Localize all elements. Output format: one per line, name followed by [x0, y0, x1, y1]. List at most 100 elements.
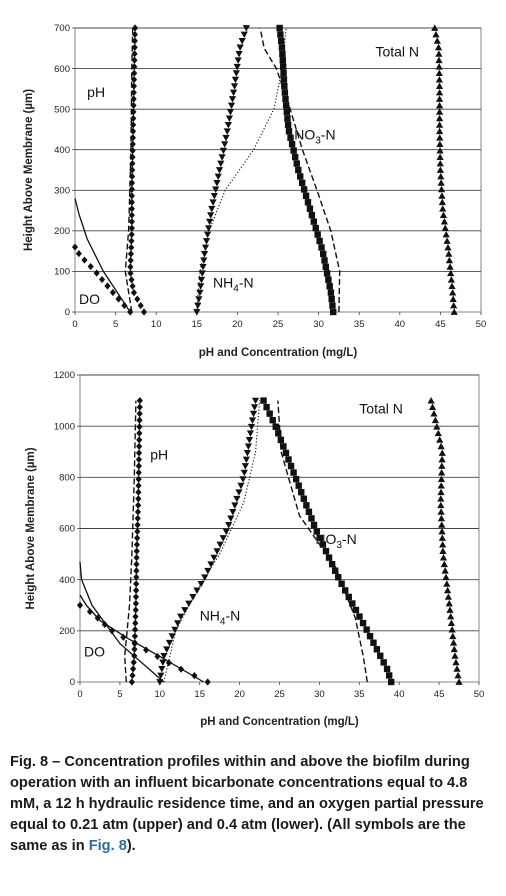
- series-ph-marker: [128, 230, 135, 239]
- series-do-marker: [71, 243, 79, 251]
- series-total-n-marker: [430, 410, 438, 417]
- x-axis-label: pH and Concentration (mg/L): [200, 716, 359, 728]
- y-axis-label: Height Above Membrane (µm): [23, 89, 35, 251]
- series-do-marker: [204, 678, 211, 686]
- series-nh4-n-marker: [242, 25, 250, 32]
- series-do-marker: [109, 288, 116, 297]
- series-nh4-n-marker: [210, 192, 218, 200]
- series-no3-n-marker: [272, 423, 279, 430]
- series-total-n-marker: [455, 678, 463, 685]
- series-ph-marker: [136, 403, 143, 411]
- series-ph-marker: [136, 423, 143, 431]
- series-ph-marker: [133, 540, 141, 549]
- series-total-n-marker: [437, 172, 445, 180]
- series-total-n-marker: [428, 403, 437, 411]
- series-nh4-n-marker: [245, 436, 254, 444]
- series-nh4-n-marker: [185, 600, 193, 608]
- series-nh4-n-marker: [234, 57, 242, 64]
- series-ph-marker: [134, 514, 141, 522]
- series-nh4-n-marker: [168, 633, 176, 640]
- series-do-marker: [76, 601, 84, 609]
- series-no3-n-marker: [377, 652, 384, 660]
- x-tick-label: 5: [117, 689, 122, 700]
- series-nh4-n-marker: [248, 417, 257, 424]
- annotation-no3-n: NO3-N: [294, 127, 335, 147]
- series-nh4-n-marker: [246, 430, 255, 437]
- series-ph-marker: [133, 586, 140, 594]
- series-total-n-marker: [435, 88, 444, 96]
- series-ph-marker: [133, 573, 140, 581]
- series-ph-marker: [136, 442, 143, 450]
- series-do-marker: [121, 301, 128, 310]
- y-tick-label: 100: [54, 267, 70, 278]
- x-tick-label: 45: [434, 689, 445, 700]
- series-no3-n-marker: [325, 276, 332, 283]
- series-ph-marker: [130, 665, 137, 673]
- series-ph-marker: [128, 224, 135, 232]
- series-nh4-n-marker: [236, 44, 244, 51]
- series-total-n-marker: [449, 632, 457, 640]
- series-nh4-n-marker: [230, 83, 239, 90]
- series-total-n-marker: [435, 63, 443, 70]
- series-ph-marker: [133, 567, 140, 575]
- series-no3-n: [276, 24, 337, 316]
- series-no3-n-marker: [283, 108, 291, 116]
- series-total-n-marker: [445, 256, 454, 264]
- series-total-n-marker: [435, 56, 443, 64]
- series-no3-n-marker: [279, 57, 286, 64]
- series-no3-n-marker: [282, 95, 289, 103]
- series-ph-marker: [128, 678, 135, 686]
- series-ph-marker: [127, 269, 134, 277]
- series-total-n-marker: [435, 50, 443, 57]
- series-total-n-marker: [451, 652, 459, 659]
- series-nh4-n-marker: [238, 38, 246, 45]
- series-nh4-n-marker: [227, 515, 235, 522]
- series-total-n-marker: [437, 514, 446, 522]
- series-ph-marker: [136, 436, 143, 444]
- series-total-n-marker: [439, 205, 447, 212]
- series-no3-n-marker: [328, 560, 336, 568]
- x-tick-label: 40: [394, 689, 405, 700]
- series-nh4-n-marker: [216, 541, 224, 549]
- series-total-n-marker: [438, 198, 446, 206]
- caption-text: Concentration profiles within and above …: [10, 754, 484, 854]
- series-nh4-n-marker: [214, 173, 222, 181]
- series-no3-n-marker: [308, 211, 316, 219]
- series-no3-n-marker: [320, 250, 327, 258]
- series-no3-n-marker: [284, 121, 292, 129]
- series-nh4-n-marker: [235, 489, 243, 496]
- x-tick-label: 10: [155, 689, 166, 700]
- y-tick-label: 600: [59, 524, 75, 535]
- series-ph-marker: [133, 547, 140, 555]
- series-total-n-marker: [438, 527, 446, 535]
- series-ph-marker: [130, 658, 137, 666]
- series-total-n-marker: [437, 495, 445, 502]
- series-ph-model-line: [123, 400, 137, 683]
- series-nh4-n-marker: [217, 160, 225, 168]
- series-no3-n-marker: [279, 63, 287, 70]
- series-ph-marker: [131, 69, 138, 77]
- series-total-n-marker: [436, 153, 444, 160]
- figure-caption: Fig. 8 – Concentration profiles within a…: [10, 752, 498, 857]
- series-no3-n-marker: [316, 534, 324, 542]
- series-no3-n-marker: [310, 218, 318, 225]
- series-ph-marker: [135, 475, 142, 483]
- annotation-ph: pH: [150, 446, 168, 462]
- series-nh4-n-marker: [232, 70, 240, 77]
- series-nh4-n-marker: [241, 463, 249, 470]
- x-tick-label: 25: [273, 319, 284, 330]
- x-tick-label: 15: [192, 319, 203, 330]
- x-tick-label: 5: [113, 319, 118, 330]
- series-ph-marker: [128, 237, 135, 245]
- series-no3-n-marker: [284, 115, 291, 122]
- figure-link[interactable]: Fig. 8: [88, 838, 127, 854]
- series-nh4-n-marker: [208, 205, 216, 213]
- figure-label: Fig. 8: [10, 754, 49, 770]
- series-ph-marker: [132, 593, 140, 601]
- x-tick-label: 35: [354, 319, 365, 330]
- series-total-n-marker: [431, 416, 440, 424]
- series-no3-n-marker: [370, 639, 377, 646]
- series-no3-n-marker: [330, 308, 337, 316]
- series-no3-n-marker: [326, 282, 333, 290]
- series-total-n-marker: [438, 455, 446, 463]
